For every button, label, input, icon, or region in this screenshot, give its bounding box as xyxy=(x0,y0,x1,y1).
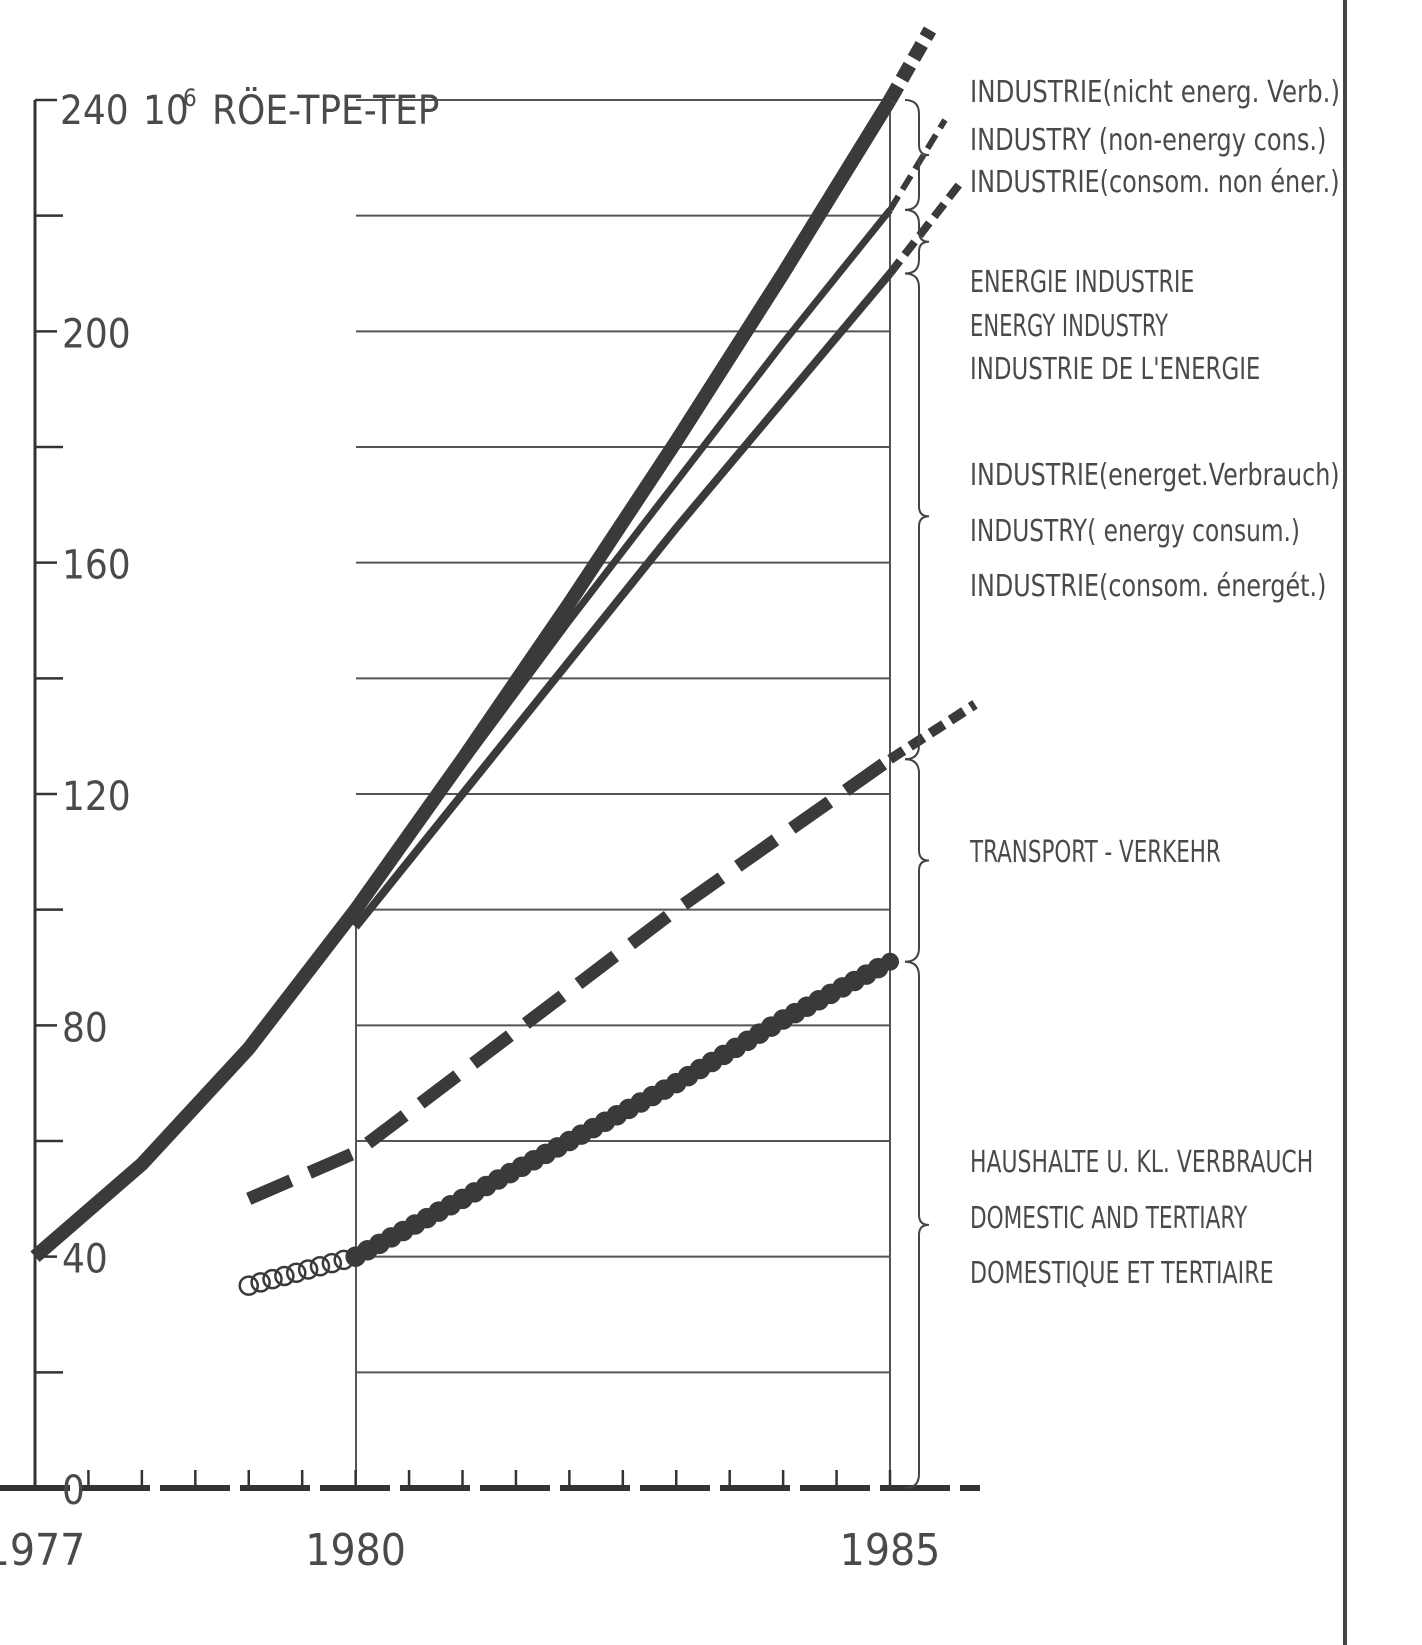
series-5-dot-0-5 xyxy=(297,1259,319,1280)
series-5-dot-0-2 xyxy=(262,1268,283,1290)
series-5-dot-0-7 xyxy=(321,1252,343,1274)
y-unit-base: 10 xyxy=(143,88,189,134)
group-5-label-2: DOMESTIC AND TERTIARY xyxy=(970,1201,1248,1236)
y-tick-label-80: 80 xyxy=(62,1005,108,1051)
series-5-dot-0-4 xyxy=(286,1262,307,1283)
group-5-label-1: HAUSHALTE U. KL. VERBRAUCH xyxy=(970,1145,1313,1180)
group-5-label-3: DOMESTIQUE ET TERTIAIRE xyxy=(970,1256,1274,1291)
x-tick-label-1977: 1977 xyxy=(0,1525,85,1576)
group-3-label-2: INDUSTRY( energy consum.) xyxy=(970,514,1300,549)
group-4-label-1: TRANSPORT - VERKEHR xyxy=(969,835,1221,870)
group-3-label-1: INDUSTRIE(energet.Verbrauch) xyxy=(970,458,1340,493)
y-unit-label: RÖE-TPE-TEP xyxy=(212,86,440,134)
series-5-dot-0-3 xyxy=(274,1265,295,1287)
series-5-dot-0-0 xyxy=(238,1275,259,1296)
brace-1 xyxy=(904,99,930,211)
series-5-dot-end xyxy=(881,952,899,971)
series-1-extension xyxy=(883,26,937,104)
brace-5 xyxy=(904,960,930,1489)
group-1-label-3: INDUSTRIE(consom. non éner.) xyxy=(970,165,1340,200)
series-2-line xyxy=(352,207,893,912)
series-3-extension xyxy=(886,181,964,276)
y-tick-label-160: 160 xyxy=(62,543,131,589)
series-4-extension xyxy=(887,700,978,764)
group-1-label-1: INDUSTRIE(nicht energ. Verb.) xyxy=(970,75,1340,110)
group-3-label-3: INDUSTRIE(consom. énergét.) xyxy=(970,569,1326,604)
series-2-extension xyxy=(887,118,948,212)
brace-2 xyxy=(904,208,930,275)
group-2-label-2: ENERGY INDUSTRY xyxy=(970,309,1168,344)
group-1-label-2: INDUSTRY (non-energy cons.) xyxy=(970,123,1326,158)
y-tick-label-120: 120 xyxy=(62,774,131,820)
group-2-label-1: ENERGIE INDUSTRIE xyxy=(970,265,1194,300)
y-tick-label-200: 200 xyxy=(62,311,131,357)
y-tick-label-0: 0 xyxy=(62,1468,85,1514)
y-tick-label-40: 40 xyxy=(62,1237,108,1283)
brace-3 xyxy=(904,272,930,761)
series-3-line xyxy=(352,270,894,930)
y-unit-exponent: 6 xyxy=(183,84,197,112)
x-tick-label-1985: 1985 xyxy=(840,1525,941,1576)
series-5-dot-0-1 xyxy=(250,1272,271,1293)
group-2-label-3: INDUSTRIE DE L'ENERGIE xyxy=(970,352,1260,387)
y-tick-label-240: 240 xyxy=(60,88,129,134)
series-layer xyxy=(30,26,978,1296)
label-layer: INDUSTRIE(nicht energ. Verb.) INDUSTRY (n… xyxy=(904,75,1340,1489)
brace-4 xyxy=(904,758,930,963)
x-tick-label-1980: 1980 xyxy=(305,1525,406,1576)
axis-layer: 0 40 80 120 160 200 240 106 RÖE-TPE-TEP 1977 1980 1… xyxy=(0,0,1347,1645)
series-5-dot-0-6 xyxy=(309,1256,331,1277)
